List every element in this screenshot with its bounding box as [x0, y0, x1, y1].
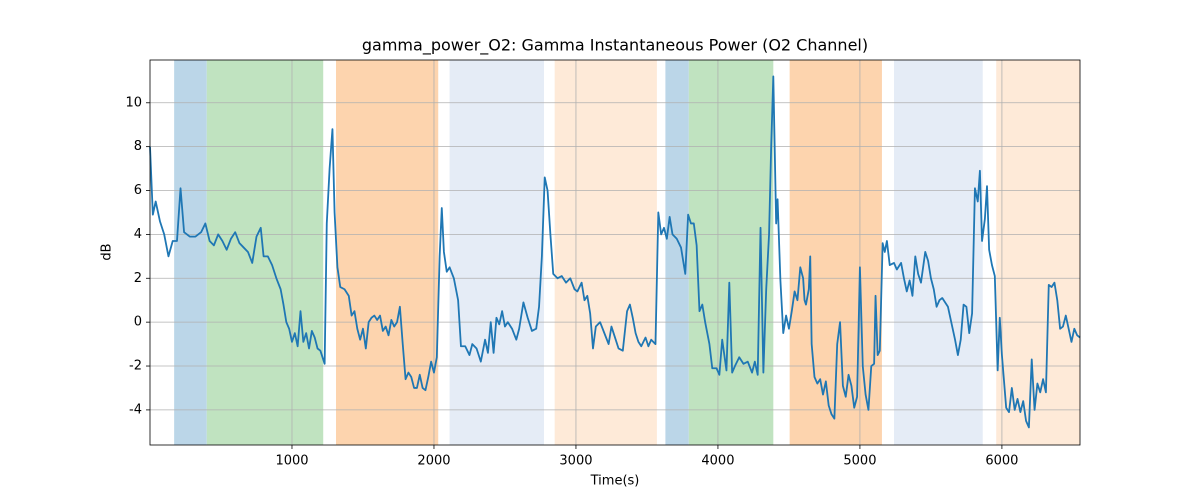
grid: [150, 60, 1080, 445]
data-line: [149, 75, 1081, 429]
y-tick-label: 2: [134, 271, 142, 286]
plot-frame: [149, 59, 1081, 446]
x-axis-label: Time(s): [590, 474, 640, 489]
y-axis-label: dB: [100, 243, 115, 260]
x-tick-label: 5000: [843, 454, 876, 469]
shaded-span: [665, 60, 689, 445]
plot: [149, 75, 1081, 429]
spans: [174, 60, 1080, 445]
shaded-span: [554, 60, 657, 445]
shaded-span: [174, 60, 207, 445]
y-tick-label: 8: [134, 139, 142, 154]
y-tick-label: 4: [134, 227, 142, 242]
shaded-span: [996, 60, 1080, 445]
y-tick-label: 10: [125, 95, 142, 110]
x-tick-label: 4000: [701, 454, 734, 469]
shaded-span: [206, 60, 324, 445]
x-tick-label: 6000: [985, 454, 1018, 469]
y-tick-label: -4: [129, 402, 142, 417]
x-tick-label: 2000: [417, 454, 450, 469]
chart-title: gamma_power_O2: Gamma Instantaneous Powe…: [362, 36, 868, 56]
y-tick-label: 6: [134, 183, 142, 198]
y-tick-label: 0: [134, 315, 142, 330]
axes: 1000 2000 3000 4000 5000 6000 -4 -2 0 2 4 6 8 10: [125, 95, 1018, 468]
x-tick-label: 1000: [275, 454, 308, 469]
x-tick-label: 3000: [559, 454, 592, 469]
shaded-span: [449, 60, 545, 445]
y-tick-label: -2: [129, 359, 142, 374]
shaded-span: [894, 60, 983, 445]
